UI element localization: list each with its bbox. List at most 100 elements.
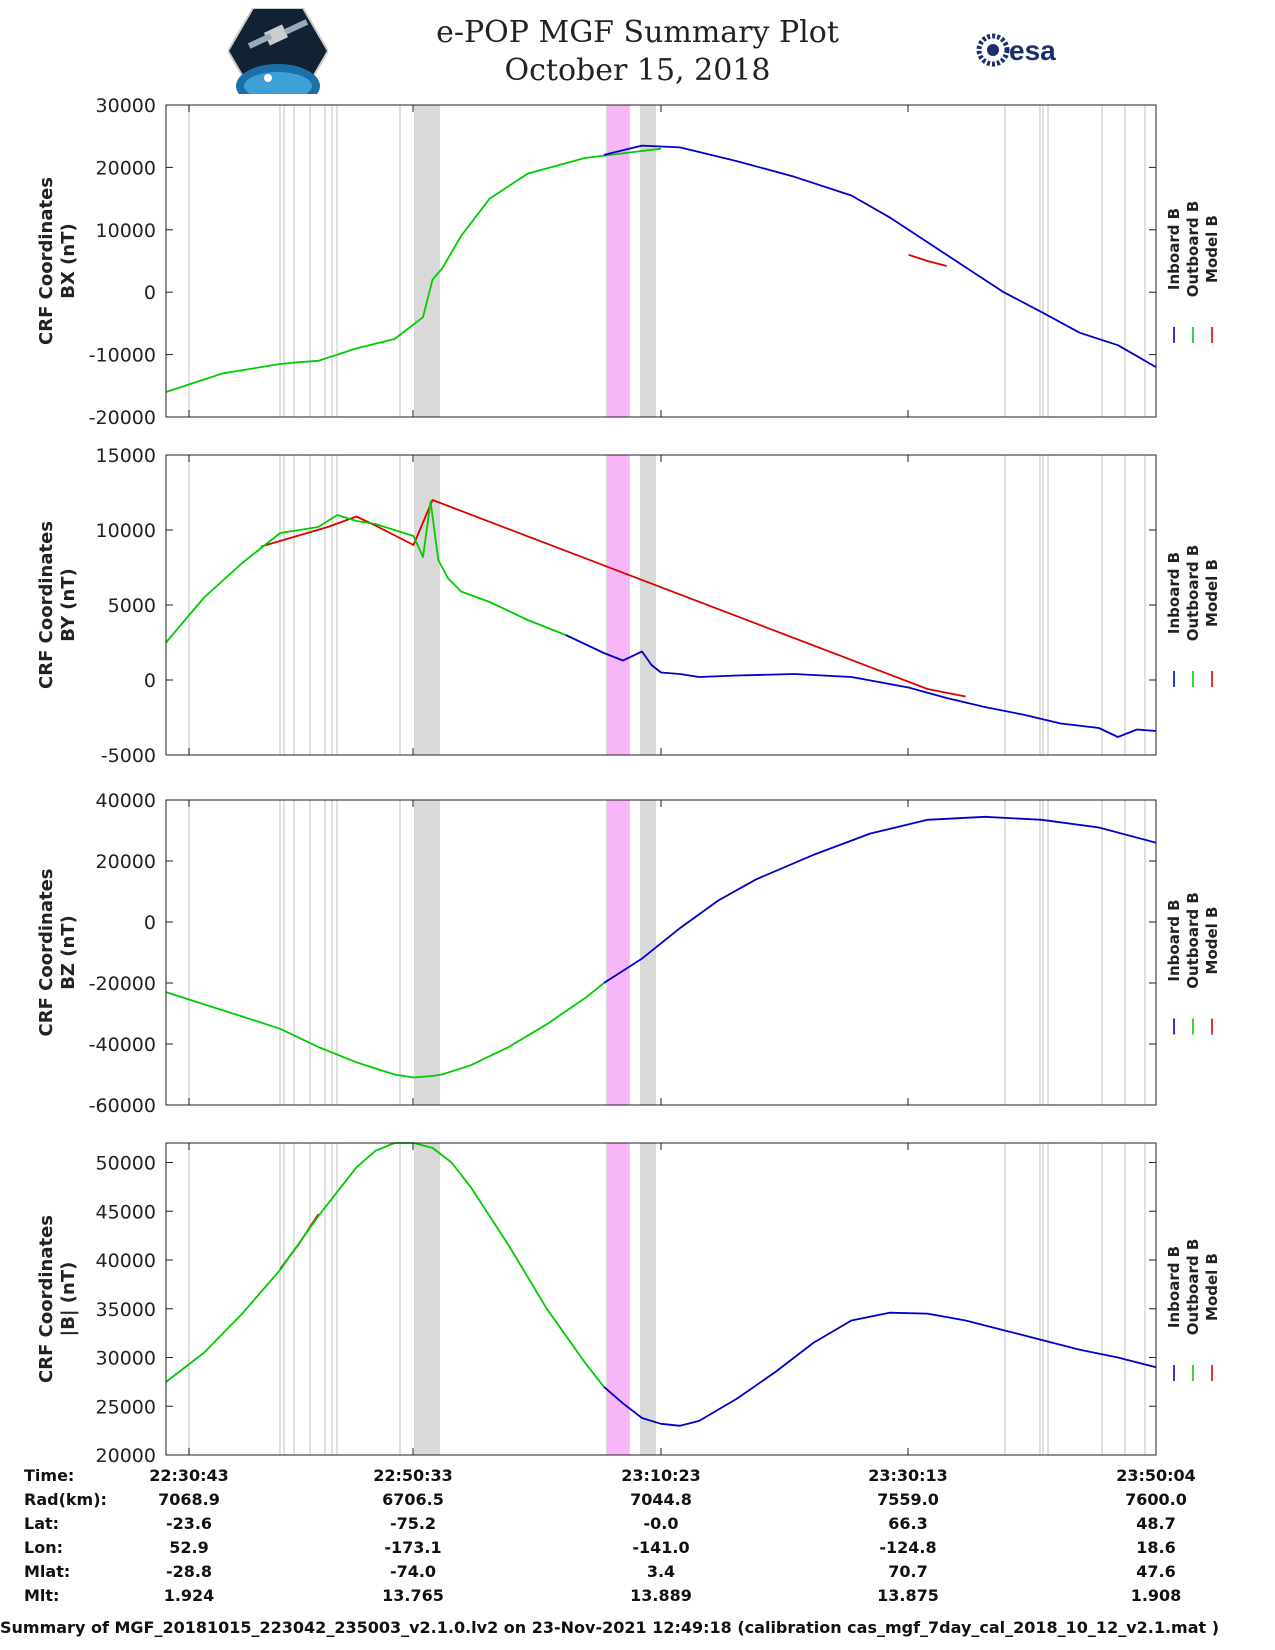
data-gap-band <box>640 455 656 755</box>
calibration-band <box>607 105 629 417</box>
model-b-line <box>260 499 966 698</box>
outboard-b-line <box>165 147 662 393</box>
panel-3: -60000 -40000 -20000 0 20000 40000 CRF Coordin… <box>36 790 1221 1117</box>
title-line-1: e-POP MGF Summary Plot <box>436 15 839 50</box>
y-tick-label: 30000 <box>96 95 156 117</box>
epop-mission-logo <box>228 8 328 94</box>
y-axis-label-line-2: BZ (nT) <box>58 915 79 990</box>
title-line-2: October 15, 2018 <box>504 53 771 88</box>
legend-label: Inboard B <box>1165 1246 1183 1328</box>
plot-frame <box>165 104 1157 418</box>
y-tick-label: 0 <box>144 670 156 692</box>
y-tick-label: 25000 <box>96 1396 156 1418</box>
legend-label: Outboard B <box>1184 545 1202 642</box>
y-tick-label: 45000 <box>96 1201 156 1223</box>
plot-frame <box>165 1142 1157 1456</box>
footer-summary: Summary of MGF_20181015_223042_235003_v2… <box>0 1618 1220 1637</box>
ephemeris-value: 3.4 <box>647 1562 675 1581</box>
y-axis-label-line-1: CRF Coordinates <box>36 177 57 345</box>
y-tick-label: 30000 <box>96 1348 156 1370</box>
y-tick-label: 20000 <box>96 1445 156 1467</box>
legend-label: Inboard B <box>1165 552 1183 634</box>
plot-frame <box>165 799 1157 1106</box>
ephemeris-value: 13.889 <box>630 1586 692 1605</box>
data-gap-band <box>414 1143 440 1455</box>
legend-label: Model B <box>1203 1253 1221 1321</box>
y-tick-label: 40000 <box>96 790 156 812</box>
outboard-b-line <box>165 500 567 644</box>
legend-label: Outboard B <box>1184 201 1202 298</box>
y-tick-label: 35000 <box>96 1299 156 1321</box>
ephemeris-value: 1.908 <box>1131 1586 1182 1605</box>
y-tick-label: -40000 <box>89 1034 156 1056</box>
y-tick-label: 0 <box>144 912 156 934</box>
y-tick-label: -20000 <box>89 407 156 429</box>
y-tick-label: 20000 <box>96 851 156 873</box>
inboard-b-line <box>603 815 1157 984</box>
ephemeris-value: -0.0 <box>644 1514 679 1533</box>
ephemeris-value: 13.765 <box>382 1586 444 1605</box>
time-tick-label: 23:10:23 <box>621 1466 701 1485</box>
y-axis-label: CRF CoordinatesBX (nT) <box>36 177 79 345</box>
panel-2: -5000 0 5000 10000 15000 CRF CoordinatesBY (n… <box>36 445 1221 767</box>
ephemeris-row-label: Mlat: <box>24 1562 70 1581</box>
ephemeris-row-label: Time: <box>24 1466 74 1485</box>
time-tick-label: 23:50:04 <box>1116 1466 1196 1485</box>
ephemeris-value: -23.6 <box>166 1514 212 1533</box>
time-tick-label: 23:30:13 <box>868 1466 948 1485</box>
data-gap-band <box>414 105 440 417</box>
plot-title: e-POP MGF Summary Plot October 15, 2018 <box>0 14 1275 90</box>
inboard-b-line <box>565 634 1157 738</box>
time-tick-label: 22:50:33 <box>373 1466 453 1485</box>
ephemeris-value: -28.8 <box>166 1562 212 1581</box>
data-gap-band <box>414 455 440 755</box>
ephemeris-value: 7600.0 <box>1125 1490 1187 1509</box>
y-axis-label-line-1: CRF Coordinates <box>36 869 57 1037</box>
ephemeris-value: -124.8 <box>879 1538 936 1557</box>
ephemeris-value: 7559.0 <box>877 1490 939 1509</box>
y-axis-label-line-1: CRF Coordinates <box>36 1215 57 1383</box>
data-gap-band <box>640 1143 656 1455</box>
legend-label: Model B <box>1203 215 1221 283</box>
esa-logo-text: esa <box>1009 35 1056 66</box>
data-gap-band <box>640 800 656 1105</box>
inboard-b-line <box>603 1311 1157 1427</box>
ephemeris-row-label: Lat: <box>24 1514 59 1533</box>
time-tick-label: 22:30:43 <box>149 1466 229 1485</box>
y-tick-label: -20000 <box>89 973 156 995</box>
y-axis-label-line-2: BY (nT) <box>58 568 79 642</box>
legend-label: Outboard B <box>1184 1239 1202 1336</box>
model-b-line <box>908 253 947 267</box>
data-gap-band <box>414 800 440 1105</box>
ephemeris-value: 70.7 <box>888 1562 927 1581</box>
ephemeris-value: 1.924 <box>164 1586 215 1605</box>
y-tick-label: 15000 <box>96 445 156 467</box>
y-tick-label: 10000 <box>96 220 156 242</box>
outboard-b-line <box>165 982 605 1079</box>
y-axis-label: CRF CoordinatesBZ (nT) <box>36 869 79 1037</box>
y-axis-label-line-2: BX (nT) <box>58 223 79 298</box>
ephemeris-row-label: Rad(km): <box>24 1490 107 1509</box>
ephemeris-value: -75.2 <box>390 1514 436 1533</box>
plot-frame <box>165 454 1157 756</box>
panel-4: 20000 25000 30000 35000 40000 45000 50000 CRF C… <box>36 1142 1221 1467</box>
ephemeris-value: 6706.5 <box>382 1490 444 1509</box>
legend-label: Model B <box>1203 907 1221 975</box>
ephemeris-value: 13.875 <box>877 1586 939 1605</box>
y-tick-label: 10000 <box>96 520 156 542</box>
ephemeris-value: 48.7 <box>1136 1514 1175 1533</box>
y-tick-label: 40000 <box>96 1250 156 1272</box>
ephemeris-value: 7044.8 <box>630 1490 692 1509</box>
y-axis-label: CRF CoordinatesBY (nT) <box>36 521 79 689</box>
panel-1: -20000 -10000 0 10000 20000 30000 CRF Coordina… <box>36 95 1221 429</box>
y-axis-label-line-1: CRF Coordinates <box>36 521 57 689</box>
y-tick-label: 20000 <box>96 157 156 179</box>
y-tick-label: 5000 <box>108 595 156 617</box>
outboard-b-line <box>165 1142 605 1388</box>
ephemeris-value: -74.0 <box>390 1562 436 1581</box>
y-tick-label: -5000 <box>101 745 156 767</box>
y-axis-label-line-2: |B| (nT) <box>58 1262 79 1337</box>
ephemeris-value: 66.3 <box>888 1514 927 1533</box>
y-axis-label: CRF Coordinates|B| (nT) <box>36 1215 79 1383</box>
ephemeris-row-label: Mlt: <box>24 1586 59 1605</box>
